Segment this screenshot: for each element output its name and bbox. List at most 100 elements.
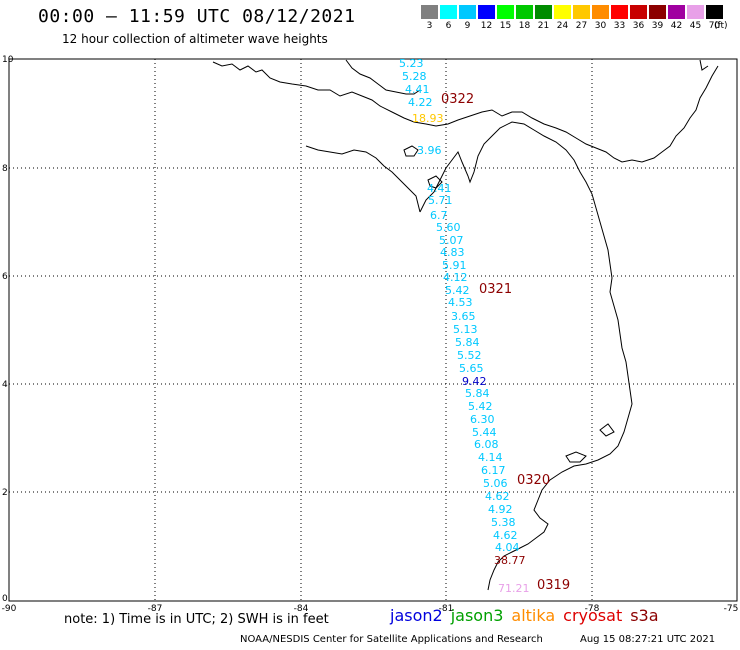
wave-height-value: 5.52: [457, 349, 482, 362]
wave-height-value: 5.42: [445, 284, 470, 297]
legend-swatch: [554, 5, 571, 19]
wave-height-value: 4.41: [405, 83, 430, 96]
y-tick-label: 8: [2, 164, 8, 174]
wave-height-value: 5.44: [472, 426, 497, 439]
wave-height-value: 4.62: [485, 490, 510, 503]
x-tick-label: -87: [148, 604, 163, 614]
legend-label: 70: [708, 21, 721, 31]
legend-label: 45: [689, 21, 702, 31]
wave-height-value: 5.84: [455, 336, 480, 349]
wave-height-value: 5.71: [428, 194, 453, 207]
pass-time-label: 0322: [441, 92, 474, 107]
wave-height-value: 71.21: [498, 582, 530, 595]
wave-height-value: 5.07: [439, 234, 464, 247]
legend-label: 27: [575, 21, 588, 31]
wave-height-value: 5.06: [483, 477, 508, 490]
wave-height-value: 6.7: [430, 209, 448, 222]
wave-height-value: 4.04: [495, 541, 520, 554]
wave-height-value: 38.77: [494, 554, 526, 567]
map-grid: [9, 59, 737, 600]
satellite-name: jason3: [450, 606, 504, 625]
y-tick-label: 10: [2, 55, 14, 65]
axis-ticks: -90 -87 -84 -81 -78 -75 0 2 4 6 8 10: [2, 55, 739, 614]
observations-layer: 5.235.284.414.2218.933.964.415.716.75.60…: [399, 57, 530, 595]
legend-label: 3: [426, 21, 433, 31]
legend-swatch: [649, 5, 666, 19]
wave-height-value: 9.42: [462, 375, 487, 388]
pass-time-label: 0321: [479, 282, 512, 297]
y-tick-label: 2: [2, 488, 8, 498]
x-tick-label: -78: [585, 604, 600, 614]
wave-height-value: 3.96: [417, 144, 442, 157]
footnote: note: 1) Time is in UTC; 2) SWH is in fe…: [64, 612, 329, 627]
map-title: 00:00 – 11:59 UTC 08/12/2021: [38, 6, 356, 27]
x-tick-label: -90: [2, 604, 17, 614]
map-frame: [8, 58, 738, 602]
legend-label: 6: [445, 21, 452, 31]
legend-swatch: [592, 5, 609, 19]
wave-height-value: 4.92: [488, 503, 513, 516]
wave-height-value: 18.93: [412, 112, 444, 125]
wave-height-value: 5.65: [459, 362, 484, 375]
wave-height-value: 5.38: [491, 516, 516, 529]
wave-height-value: 4.14: [478, 451, 503, 464]
map-subtitle: 12 hour collection of altimeter wave hei…: [62, 32, 328, 46]
wave-height-value: 5.60: [436, 221, 461, 234]
legend-swatch: [630, 5, 647, 19]
wave-height-value: 4.53: [448, 296, 473, 309]
legend-swatch: [459, 5, 476, 19]
legend-swatch: [421, 5, 438, 19]
wave-height-value: 4.83: [440, 246, 465, 259]
legend-swatch: [706, 5, 723, 19]
legend-label: 39: [651, 21, 664, 31]
legend-swatch: [535, 5, 552, 19]
legend-swatch: [573, 5, 590, 19]
satellite-name: cryosat: [563, 606, 623, 625]
legend-label: 42: [670, 21, 683, 31]
satellite-name: jason2: [390, 606, 443, 625]
generated-timestamp: Aug 15 08:27:21 UTC 2021: [580, 634, 716, 645]
legend-label: 9: [464, 21, 471, 31]
y-tick-label: 4: [2, 380, 8, 390]
wave-height-value: 4.22: [408, 96, 433, 109]
legend-label: 24: [556, 21, 569, 31]
legend-label: 36: [632, 21, 645, 31]
coastline: [212, 59, 719, 591]
pass-time-label: 0319: [537, 578, 570, 593]
wave-height-value: 4.41: [427, 182, 452, 195]
satellite-legend: jason2 jason3 altika cryosat s3a: [390, 606, 667, 625]
x-tick-label: -84: [294, 604, 309, 614]
legend-swatch: [687, 5, 704, 19]
legend-label: 18: [518, 21, 531, 31]
satellite-name: s3a: [630, 606, 659, 625]
legend-swatch: [497, 5, 514, 19]
legend-label: 12: [480, 21, 493, 31]
pass-time-label: 0320: [517, 473, 550, 488]
wave-height-value: 5.13: [453, 323, 478, 336]
x-tick-label: -81: [439, 604, 454, 614]
legend-swatch: [668, 5, 685, 19]
legend-unit: (ft): [714, 21, 728, 31]
legend-label: 30: [594, 21, 607, 31]
wave-height-value: 5.28: [402, 70, 427, 83]
x-tick-label: -75: [724, 604, 739, 614]
pass-times-layer: 0322 0321 0320 0319: [441, 92, 570, 593]
wave-height-value: 6.30: [470, 413, 495, 426]
y-tick-label: 6: [2, 272, 8, 282]
wave-height-value: 5.84: [465, 387, 490, 400]
legend-swatch: [516, 5, 533, 19]
wave-height-value: 5.42: [468, 400, 493, 413]
wave-height-value: 6.08: [474, 438, 499, 451]
credit-line: NOAA/NESDIS Center for Satellite Applica…: [240, 634, 543, 645]
legend-swatch: [611, 5, 628, 19]
wave-height-value: 3.65: [451, 310, 476, 323]
wave-height-value: 5.91: [442, 259, 467, 272]
wave-height-value: 5.23: [399, 57, 424, 70]
y-tick-label: 0: [2, 594, 8, 604]
legend-swatch: [478, 5, 495, 19]
wave-height-value: 4.62: [493, 529, 518, 542]
legend-label: 21: [537, 21, 550, 31]
wave-height-value: 6.17: [481, 464, 506, 477]
wave-height-value: 4.12: [443, 271, 468, 284]
